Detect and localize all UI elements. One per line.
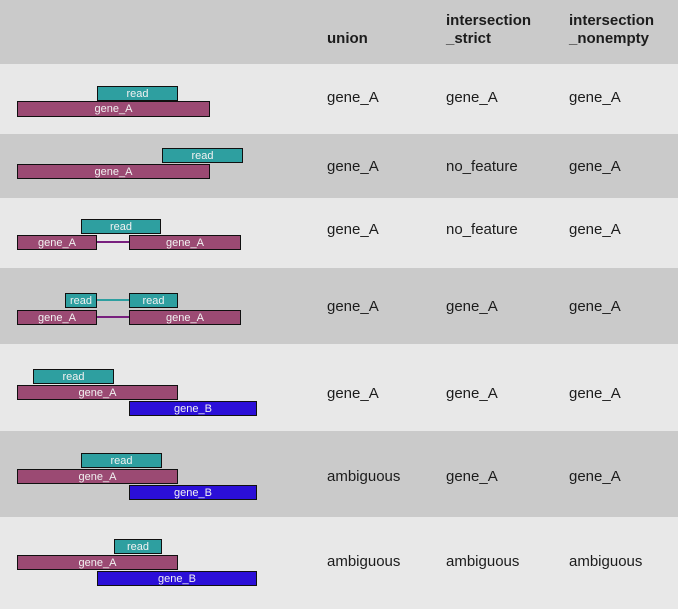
cell-intersection_strict: gene_A xyxy=(446,89,498,106)
cell-union: gene_A xyxy=(327,385,379,402)
cell-union: gene_A xyxy=(327,298,379,315)
cell-intersection_strict: no_feature xyxy=(446,158,518,175)
cell-intersection_strict: gene_A xyxy=(446,468,498,485)
gene-a-box: gene_A xyxy=(17,555,178,570)
read-box-label: read xyxy=(109,220,133,233)
cell-intersection_nonempty: gene_A xyxy=(569,468,621,485)
cell-intersection_nonempty: gene_A xyxy=(569,385,621,402)
gene-b-box: gene_B xyxy=(97,571,257,586)
gene-b-box: gene_B xyxy=(129,485,257,500)
gene-b-box-label: gene_B xyxy=(174,486,212,499)
gene-a-box-label: gene_A xyxy=(78,470,117,483)
gene-a-box-label: gene_A xyxy=(38,236,76,249)
column-header-intersection-strict: intersection _strict xyxy=(446,12,531,48)
gene-a-box: gene_A xyxy=(17,101,210,117)
cell-intersection_nonempty: ambiguous xyxy=(569,553,643,570)
read-box: read xyxy=(81,219,161,234)
gene-b-box-label: gene_B xyxy=(174,402,212,415)
gene-b-box-label: gene_B xyxy=(158,572,196,585)
cell-union: gene_A xyxy=(327,158,379,175)
cell-intersection_nonempty: gene_A xyxy=(569,158,621,175)
read-box: read xyxy=(33,369,114,384)
cell-union: ambiguous xyxy=(327,468,401,485)
cell-intersection_strict: no_feature xyxy=(446,221,518,238)
gene-a-box: gene_A xyxy=(17,310,97,325)
column-header-union: union xyxy=(327,12,368,48)
gene-a-box: gene_A xyxy=(17,164,210,179)
cell-intersection_strict: gene_A xyxy=(446,385,498,402)
read-box-label: read xyxy=(142,294,165,307)
gene-a-box-label: gene_A xyxy=(94,165,133,178)
read-splice-line xyxy=(96,299,130,301)
cell-union: gene_A xyxy=(327,89,379,106)
read-box: read xyxy=(162,148,243,163)
gene-splice-line xyxy=(96,241,130,243)
read-box-label: read xyxy=(191,149,214,162)
read-box: read xyxy=(81,453,162,468)
gene-a-box-label: gene_A xyxy=(166,311,204,324)
read-box-label: read xyxy=(62,370,85,383)
column-header-intersection-strict-line2: _strict xyxy=(446,30,492,47)
cell-union: gene_A xyxy=(327,221,379,238)
gene-a-box: gene_A xyxy=(17,235,97,250)
read-box-label: read xyxy=(126,540,150,553)
gene-a-box-label: gene_A xyxy=(78,556,117,569)
read-box: read xyxy=(114,539,162,554)
cell-intersection_strict: gene_A xyxy=(446,298,498,315)
read-box-label: read xyxy=(69,294,93,307)
cell-intersection_nonempty: gene_A xyxy=(569,298,621,315)
gene-a-box-label: gene_A xyxy=(166,236,204,249)
read-box-label: read xyxy=(110,454,133,467)
gene-a-box-label: gene_A xyxy=(38,311,76,324)
row-band xyxy=(0,268,678,344)
gene-a-box: gene_A xyxy=(17,385,178,400)
column-header-intersection-nonempty-line2: _nonempty xyxy=(569,30,650,47)
header-row-band xyxy=(0,0,678,64)
gene-a-box-label: gene_A xyxy=(94,103,133,115)
read-box: read xyxy=(65,293,97,308)
column-header-intersection-nonempty: intersection _nonempty xyxy=(569,12,654,48)
column-header-union-line: union xyxy=(327,30,368,47)
read-box-label: read xyxy=(126,87,149,100)
gene-a-box: gene_A xyxy=(129,235,241,250)
gene-a-box-label: gene_A xyxy=(78,386,117,399)
gene-a-box: gene_A xyxy=(129,310,241,325)
column-header-intersection-strict-line1: intersection xyxy=(446,12,532,29)
gene-b-box: gene_B xyxy=(129,401,257,416)
read-box: read xyxy=(97,86,178,101)
cell-intersection_nonempty: gene_A xyxy=(569,221,621,238)
column-header-intersection-nonempty-line1: intersection xyxy=(569,12,655,29)
cell-intersection_nonempty: gene_A xyxy=(569,89,621,106)
gene-splice-line xyxy=(96,316,130,318)
gene-a-box: gene_A xyxy=(17,469,178,484)
cell-intersection_strict: ambiguous xyxy=(446,553,520,570)
read-box: read xyxy=(129,293,178,308)
cell-union: ambiguous xyxy=(327,553,401,570)
